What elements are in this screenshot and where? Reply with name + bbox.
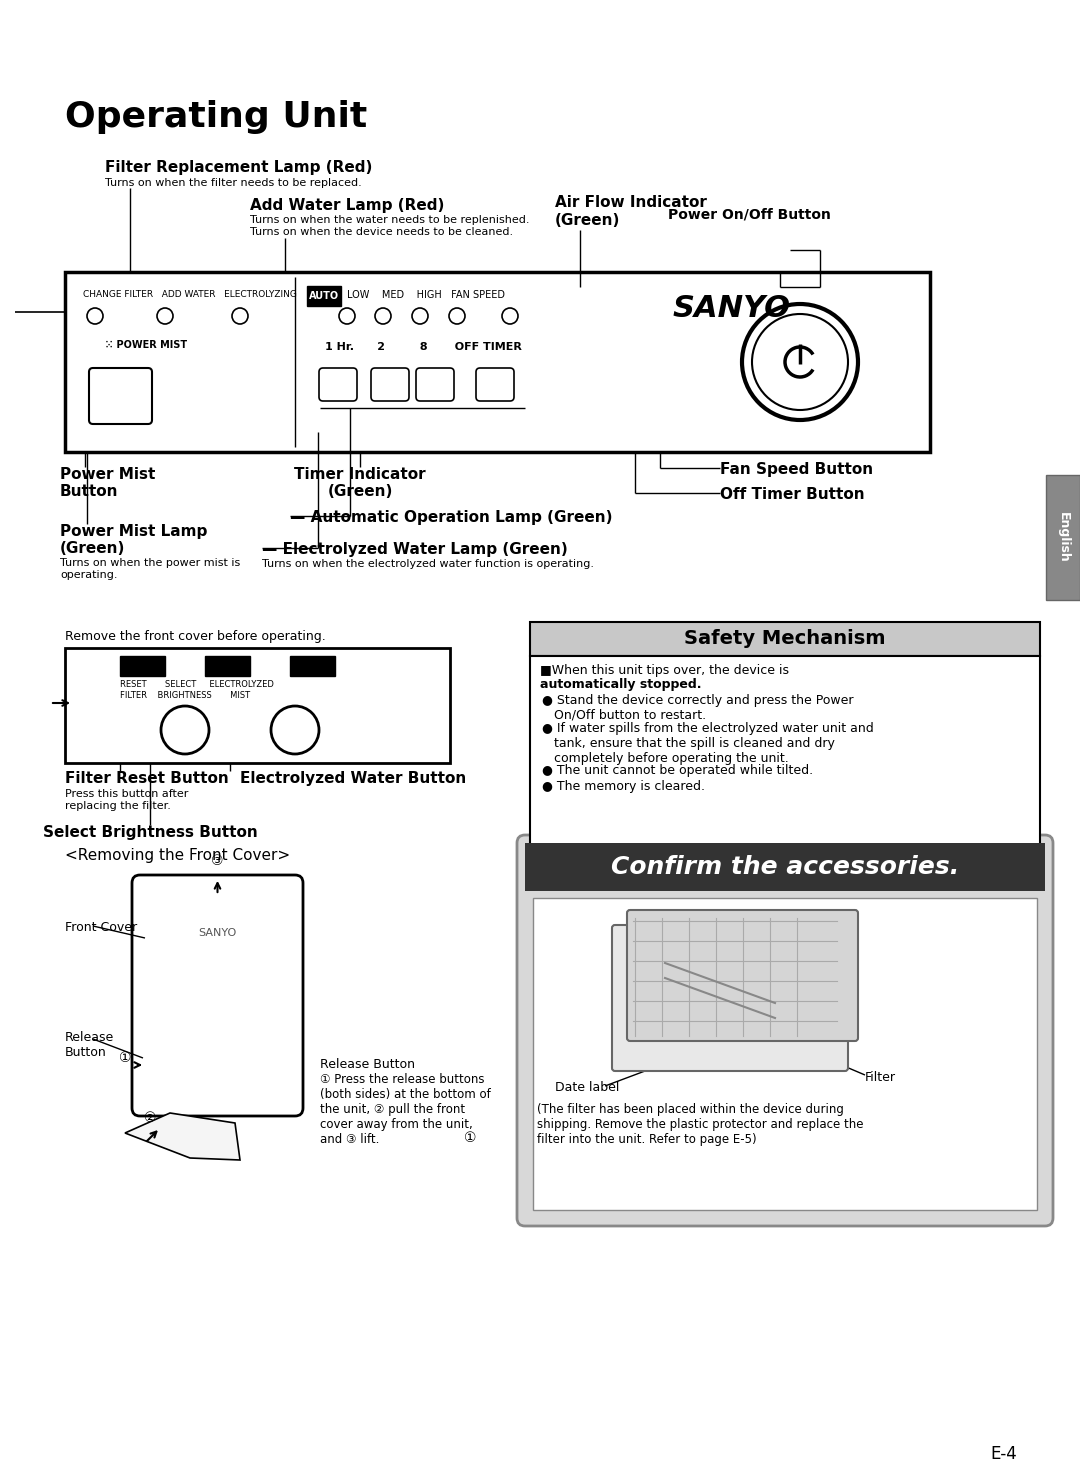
Bar xyxy=(530,621,1040,655)
Text: Date label: Date label xyxy=(555,1080,619,1094)
Text: Safety Mechanism: Safety Mechanism xyxy=(685,629,886,648)
Bar xyxy=(534,897,1037,1210)
Text: Press this button after
replacing the filter.: Press this button after replacing the fi… xyxy=(65,790,188,810)
FancyBboxPatch shape xyxy=(525,843,1045,892)
FancyBboxPatch shape xyxy=(416,368,454,401)
Text: SANYO: SANYO xyxy=(673,294,791,323)
Text: E-4: E-4 xyxy=(990,1445,1016,1463)
Text: ⁙ POWER MIST: ⁙ POWER MIST xyxy=(105,339,187,350)
Text: Turns on when the filter needs to be replaced.: Turns on when the filter needs to be rep… xyxy=(105,179,362,187)
Text: Air Flow Indicator: Air Flow Indicator xyxy=(555,195,707,210)
Text: Remove the front cover before operating.: Remove the front cover before operating. xyxy=(65,630,326,644)
Text: ①: ① xyxy=(463,1131,476,1145)
Text: Release Button: Release Button xyxy=(320,1058,415,1072)
Bar xyxy=(65,272,930,452)
FancyBboxPatch shape xyxy=(89,368,152,424)
FancyBboxPatch shape xyxy=(476,368,514,401)
Text: Turns on when the water needs to be replenished.: Turns on when the water needs to be repl… xyxy=(249,215,529,224)
Bar xyxy=(291,655,335,676)
Text: Filter Replacement Lamp (Red): Filter Replacement Lamp (Red) xyxy=(105,159,373,176)
Text: Filter: Filter xyxy=(865,1072,896,1083)
Text: <Removing the Front Cover>: <Removing the Front Cover> xyxy=(65,849,291,863)
FancyBboxPatch shape xyxy=(612,925,848,1072)
Text: ● Stand the device correctly and press the Power
   On/Off button to restart.: ● Stand the device correctly and press t… xyxy=(542,694,853,722)
Text: AUTO: AUTO xyxy=(309,291,339,301)
Text: Confirm the accessories.: Confirm the accessories. xyxy=(611,855,959,880)
Text: Power Mist Lamp
(Green): Power Mist Lamp (Green) xyxy=(60,524,207,556)
Text: ● The unit cannot be operated while tilted.: ● The unit cannot be operated while tilt… xyxy=(542,765,813,776)
Text: FILTER    BRIGHTNESS       MIST: FILTER BRIGHTNESS MIST xyxy=(120,691,251,700)
Text: Release
Button: Release Button xyxy=(65,1032,114,1058)
Bar xyxy=(65,648,450,763)
Text: (Green): (Green) xyxy=(555,213,620,227)
Text: ①: ① xyxy=(119,1051,132,1066)
FancyBboxPatch shape xyxy=(627,911,858,1041)
Text: automatically stopped.: automatically stopped. xyxy=(540,677,702,691)
Text: SANYO: SANYO xyxy=(199,928,237,939)
Text: Turns on when the device needs to be cleaned.: Turns on when the device needs to be cle… xyxy=(249,227,513,238)
FancyBboxPatch shape xyxy=(517,835,1053,1227)
Text: Power On/Off Button: Power On/Off Button xyxy=(669,207,831,221)
Bar xyxy=(307,286,341,306)
FancyBboxPatch shape xyxy=(372,368,409,401)
Text: Add Water Lamp (Red): Add Water Lamp (Red) xyxy=(249,198,444,213)
Text: ● The memory is cleared.: ● The memory is cleared. xyxy=(542,779,705,793)
Text: Timer Indicator
(Green): Timer Indicator (Green) xyxy=(294,466,426,499)
Text: Electrolyzed Water Button: Electrolyzed Water Button xyxy=(240,770,467,787)
FancyBboxPatch shape xyxy=(132,875,303,1116)
Polygon shape xyxy=(125,1113,240,1160)
Text: Filter Reset Button: Filter Reset Button xyxy=(65,770,229,787)
Text: (The filter has been placed within the device during
shipping. Remove the plasti: (The filter has been placed within the d… xyxy=(537,1103,864,1145)
Text: 1 Hr.      2         8       OFF TIMER: 1 Hr. 2 8 OFF TIMER xyxy=(325,342,522,351)
Text: Turns on when the electrolyzed water function is operating.: Turns on when the electrolyzed water fun… xyxy=(262,559,594,570)
Text: Select Brightness Button: Select Brightness Button xyxy=(42,825,257,840)
FancyBboxPatch shape xyxy=(319,368,357,401)
Text: CHANGE FILTER   ADD WATER   ELECTROLYZING: CHANGE FILTER ADD WATER ELECTROLYZING xyxy=(83,289,297,300)
Text: Operating Unit: Operating Unit xyxy=(65,100,367,134)
Text: — Electrolyzed Water Lamp (Green): — Electrolyzed Water Lamp (Green) xyxy=(262,542,568,556)
Text: Power Mist
Button: Power Mist Button xyxy=(60,466,156,499)
Text: ②: ② xyxy=(144,1111,157,1125)
Text: — Automatic Operation Lamp (Green): — Automatic Operation Lamp (Green) xyxy=(291,511,612,525)
Text: ● If water spills from the electrolyzed water unit and
   tank, ensure that the : ● If water spills from the electrolyzed … xyxy=(542,722,874,765)
Text: LOW    MED    HIGH   FAN SPEED: LOW MED HIGH FAN SPEED xyxy=(347,289,505,300)
Text: Front Cover: Front Cover xyxy=(65,921,137,934)
Bar xyxy=(530,655,1040,852)
Text: Turns on when the power mist is
operating.: Turns on when the power mist is operatin… xyxy=(60,558,240,580)
Text: Fan Speed Button: Fan Speed Button xyxy=(720,462,873,477)
Bar xyxy=(205,655,249,676)
Text: RESET       SELECT     ELECTROLYZED: RESET SELECT ELECTROLYZED xyxy=(120,680,274,689)
Text: Off Timer Button: Off Timer Button xyxy=(720,487,865,502)
Bar xyxy=(1047,475,1080,601)
Bar xyxy=(120,655,165,676)
Text: ③: ③ xyxy=(212,855,224,868)
Text: English: English xyxy=(1056,512,1069,562)
Text: ■When this unit tips over, the device is: ■When this unit tips over, the device is xyxy=(540,664,789,677)
Text: ① Press the release buttons
(both sides) at the bottom of
the unit, ② pull the f: ① Press the release buttons (both sides)… xyxy=(320,1073,490,1145)
